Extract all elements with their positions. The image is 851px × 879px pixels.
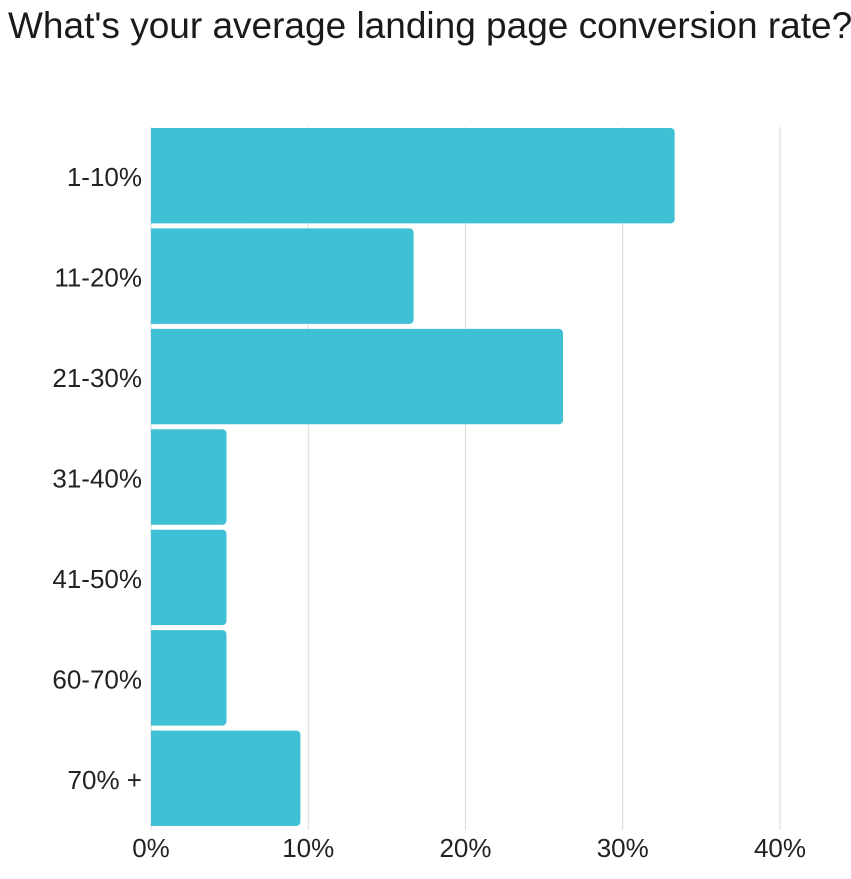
category-labels: 1-10% 11-20% 21-30% 31-40% 41-50% 60-70% 70% + (52, 162, 142, 795)
category-label: 11-20% (54, 263, 142, 293)
bar-1 (151, 128, 675, 224)
bar-5-base (151, 529, 157, 626)
x-tick-labels: 0% 10% 20% 30% 40% (132, 833, 806, 863)
bar-3 (151, 328, 563, 425)
bar-2-base (151, 228, 157, 324)
category-label: 31-40% (52, 464, 142, 494)
category-label: 1-10% (67, 162, 142, 192)
x-tick-label: 10% (282, 833, 334, 863)
x-tick-label: 20% (439, 833, 491, 863)
category-label: 41-50% (52, 564, 142, 594)
x-tick-label: 30% (597, 833, 649, 863)
category-label: 21-30% (52, 363, 142, 393)
x-tick-label: 40% (754, 833, 806, 863)
bar-5 (151, 529, 227, 626)
chart-title: What's your average landing page convers… (8, 5, 851, 46)
x-tick-label: 0% (132, 833, 170, 863)
bar-2 (151, 228, 414, 324)
bar-4-base (151, 429, 157, 525)
bar-7-base (151, 730, 157, 826)
bars (151, 128, 675, 826)
bar-6 (151, 630, 227, 726)
bar-6-base (151, 630, 157, 726)
category-label: 70% + (68, 765, 142, 795)
bar-1-base (151, 128, 157, 224)
bar-4 (151, 429, 227, 525)
category-label: 60-70% (52, 664, 142, 694)
bar-7 (151, 730, 301, 826)
bar-3-base (151, 328, 157, 425)
